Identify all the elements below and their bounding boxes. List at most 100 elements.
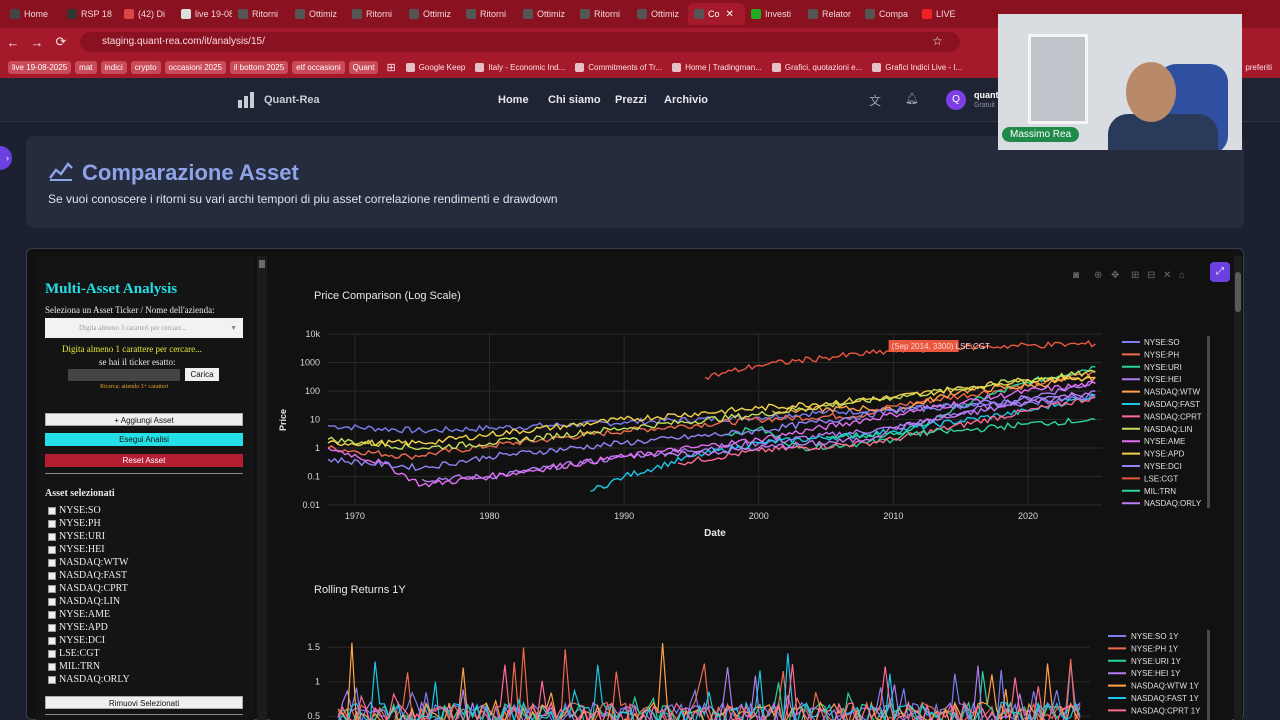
remove-selected-button[interactable]: Rimuovi Selezionati	[45, 696, 243, 709]
browser-tab[interactable]: (42) Di	[118, 3, 175, 25]
bookmark-folder-chip[interactable]: il bottom 2025	[229, 60, 289, 74]
asset-checkbox[interactable]	[48, 636, 56, 645]
browser-tab[interactable]: LIVE	[916, 3, 973, 25]
asset-checkbox-item[interactable]: NYSE:HEI	[48, 544, 105, 555]
legend-label[interactable]: NYSE:URI	[1144, 363, 1182, 372]
browser-tab[interactable]: live 19-08-2025	[175, 3, 232, 25]
asset-checkbox-item[interactable]: NASDAQ:ORLY	[48, 674, 130, 685]
bookmark-item[interactable]: Home | Tradingman...	[672, 62, 762, 72]
legend-scrollbar[interactable]	[1207, 630, 1210, 720]
legend-label[interactable]: NASDAQ:CPRT 1Y	[1131, 706, 1201, 715]
legend-label[interactable]: NASDAQ:CPRT	[1144, 412, 1202, 421]
legend-label[interactable]: NYSE:SO	[1144, 338, 1180, 347]
apps-grid-icon[interactable]: ⊞	[386, 61, 396, 74]
run-analysis-button[interactable]: Esegui Analisi	[45, 433, 243, 446]
asset-checkbox[interactable]	[48, 623, 56, 632]
sidebar-scrollbar[interactable]	[257, 256, 267, 720]
reload-icon[interactable]: ⟳	[55, 34, 67, 49]
browser-tab[interactable]: Ritorni	[346, 3, 403, 25]
legend-label[interactable]: NYSE:DCI	[1144, 462, 1182, 471]
back-icon[interactable]: ←	[6, 34, 20, 50]
legend-label[interactable]: NASDAQ:ORLY	[1144, 499, 1202, 508]
rolling-returns-chart[interactable]: 0.5 1 1.5 NYSE:SO 1Y NYSE:PH 1Y NYSE:URI 1Y NY…	[270, 620, 1218, 720]
legend-label[interactable]: NYSE:URI 1Y	[1131, 657, 1181, 666]
legend-label[interactable]: NYSE:SO 1Y	[1131, 632, 1179, 641]
series-line[interactable]	[771, 374, 1096, 415]
bookmark-folder-chip[interactable]: crypto	[130, 60, 161, 74]
expand-icon[interactable]: ⤢	[1210, 262, 1230, 282]
bookmark-item[interactable]: Google Keep	[405, 62, 465, 72]
browser-tab[interactable]: Relator	[802, 3, 859, 25]
series-line[interactable]	[327, 380, 1096, 488]
browser-tab[interactable]: Ritorni	[460, 3, 517, 25]
asset-checkbox[interactable]	[48, 649, 56, 658]
legend-label[interactable]: MIL:TRN	[1144, 487, 1176, 496]
all-bookmarks-link[interactable]: preferiti	[1245, 62, 1272, 72]
nav-chi-siamo[interactable]: Chi siamo	[548, 94, 601, 106]
price-chart[interactable]: 0.01 0.1 1 10 100 1000 10k 1970 1980 1990 2000 2010…	[270, 320, 1218, 550]
pan-icon[interactable]: ✥	[1111, 270, 1120, 281]
bookmark-item[interactable]: Grafici Indici Live - I...	[872, 62, 962, 72]
legend-label[interactable]: NASDAQ:WTW 1Y	[1131, 682, 1200, 691]
address-bar[interactable]: staging.quant-rea.com/it/analysis/15/	[80, 32, 960, 52]
close-tab-icon[interactable]: ✕	[725, 8, 734, 20]
zoom-in-icon[interactable]: ⊞	[1131, 270, 1140, 281]
ticker-input[interactable]	[68, 369, 180, 381]
asset-checkbox-item[interactable]: NYSE:APD	[48, 622, 108, 633]
asset-checkbox[interactable]	[48, 571, 56, 580]
bookmark-folder-chip[interactable]: etf occasioni	[292, 60, 345, 74]
legend-label[interactable]: NYSE:APD	[1144, 450, 1185, 459]
asset-checkbox[interactable]	[48, 610, 56, 619]
asset-checkbox[interactable]	[48, 584, 56, 593]
browser-tab[interactable]: Co ✕	[688, 3, 745, 25]
series-line[interactable]	[338, 665, 1081, 720]
reset-asset-button[interactable]: Reset Asset	[45, 454, 243, 467]
reset-axes-icon[interactable]: ⌂	[1179, 270, 1186, 281]
browser-tab[interactable]: Ritorni	[232, 3, 289, 25]
asset-checkbox[interactable]	[48, 519, 56, 528]
legend-label[interactable]: NYSE:PH 1Y	[1131, 644, 1179, 653]
legend-label[interactable]: NYSE:HEI 1Y	[1131, 669, 1181, 678]
browser-tab[interactable]: Ottimiz	[631, 3, 688, 25]
series-line[interactable]	[337, 642, 1080, 720]
user-name[interactable]: quant	[974, 90, 999, 100]
zoom-icon[interactable]: ⊕	[1094, 270, 1103, 281]
asset-checkbox[interactable]	[48, 662, 56, 671]
page-scrollbar[interactable]	[1234, 256, 1242, 720]
asset-checkbox[interactable]	[48, 558, 56, 567]
bookmark-folder-chip[interactable]: live 19-08-2025	[8, 60, 72, 74]
browser-tab[interactable]: Investi	[745, 3, 802, 25]
bookmark-item[interactable]: Grafici, quotazioni e...	[771, 62, 862, 72]
browser-tab[interactable]: Home	[4, 3, 61, 25]
browser-tab[interactable]: Compa	[859, 3, 916, 25]
browser-tab[interactable]: Ottimiz	[289, 3, 346, 25]
browser-tab[interactable]: Ottimiz	[517, 3, 574, 25]
add-asset-button[interactable]: + Aggiungi Asset	[45, 413, 243, 426]
asset-checkbox[interactable]	[48, 597, 56, 606]
bell-icon[interactable]: 🔔︎	[905, 93, 919, 105]
series-line[interactable]	[327, 369, 1096, 451]
asset-checkbox-item[interactable]: NASDAQ:CPRT	[48, 583, 128, 594]
series-line[interactable]	[664, 390, 1096, 458]
legend-label[interactable]: NYSE:HEI	[1144, 375, 1181, 384]
load-button[interactable]: Carica	[185, 368, 219, 381]
camera-icon[interactable]: ◙	[1073, 270, 1080, 281]
asset-checkbox[interactable]	[48, 506, 56, 515]
bookmark-star-icon[interactable]: ☆	[932, 34, 943, 48]
bookmark-item[interactable]: Italy - Economic Ind...	[475, 62, 565, 72]
browser-tab[interactable]: Ottimiz	[403, 3, 460, 25]
asset-checkbox-item[interactable]: NYSE:DCI	[48, 635, 105, 646]
forward-icon[interactable]: →	[30, 34, 44, 50]
series-line[interactable]	[327, 392, 1096, 472]
nav-home[interactable]: Home	[498, 94, 529, 106]
asset-checkbox[interactable]	[48, 545, 56, 554]
translate-icon[interactable]: 文	[869, 94, 882, 108]
asset-checkbox-item[interactable]: NASDAQ:LIN	[48, 596, 120, 607]
side-toggle-icon[interactable]: ›	[0, 146, 12, 170]
legend-label[interactable]: NYSE:PH	[1144, 350, 1179, 359]
bookmark-folder-chip[interactable]: Quant	[348, 60, 379, 74]
series-line[interactable]	[327, 370, 1096, 461]
asset-checkbox-item[interactable]: LSE:CGT	[48, 648, 100, 659]
legend-label[interactable]: NASDAQ:LIN	[1144, 425, 1193, 434]
legend-label[interactable]: NASDAQ:FAST	[1144, 400, 1200, 409]
